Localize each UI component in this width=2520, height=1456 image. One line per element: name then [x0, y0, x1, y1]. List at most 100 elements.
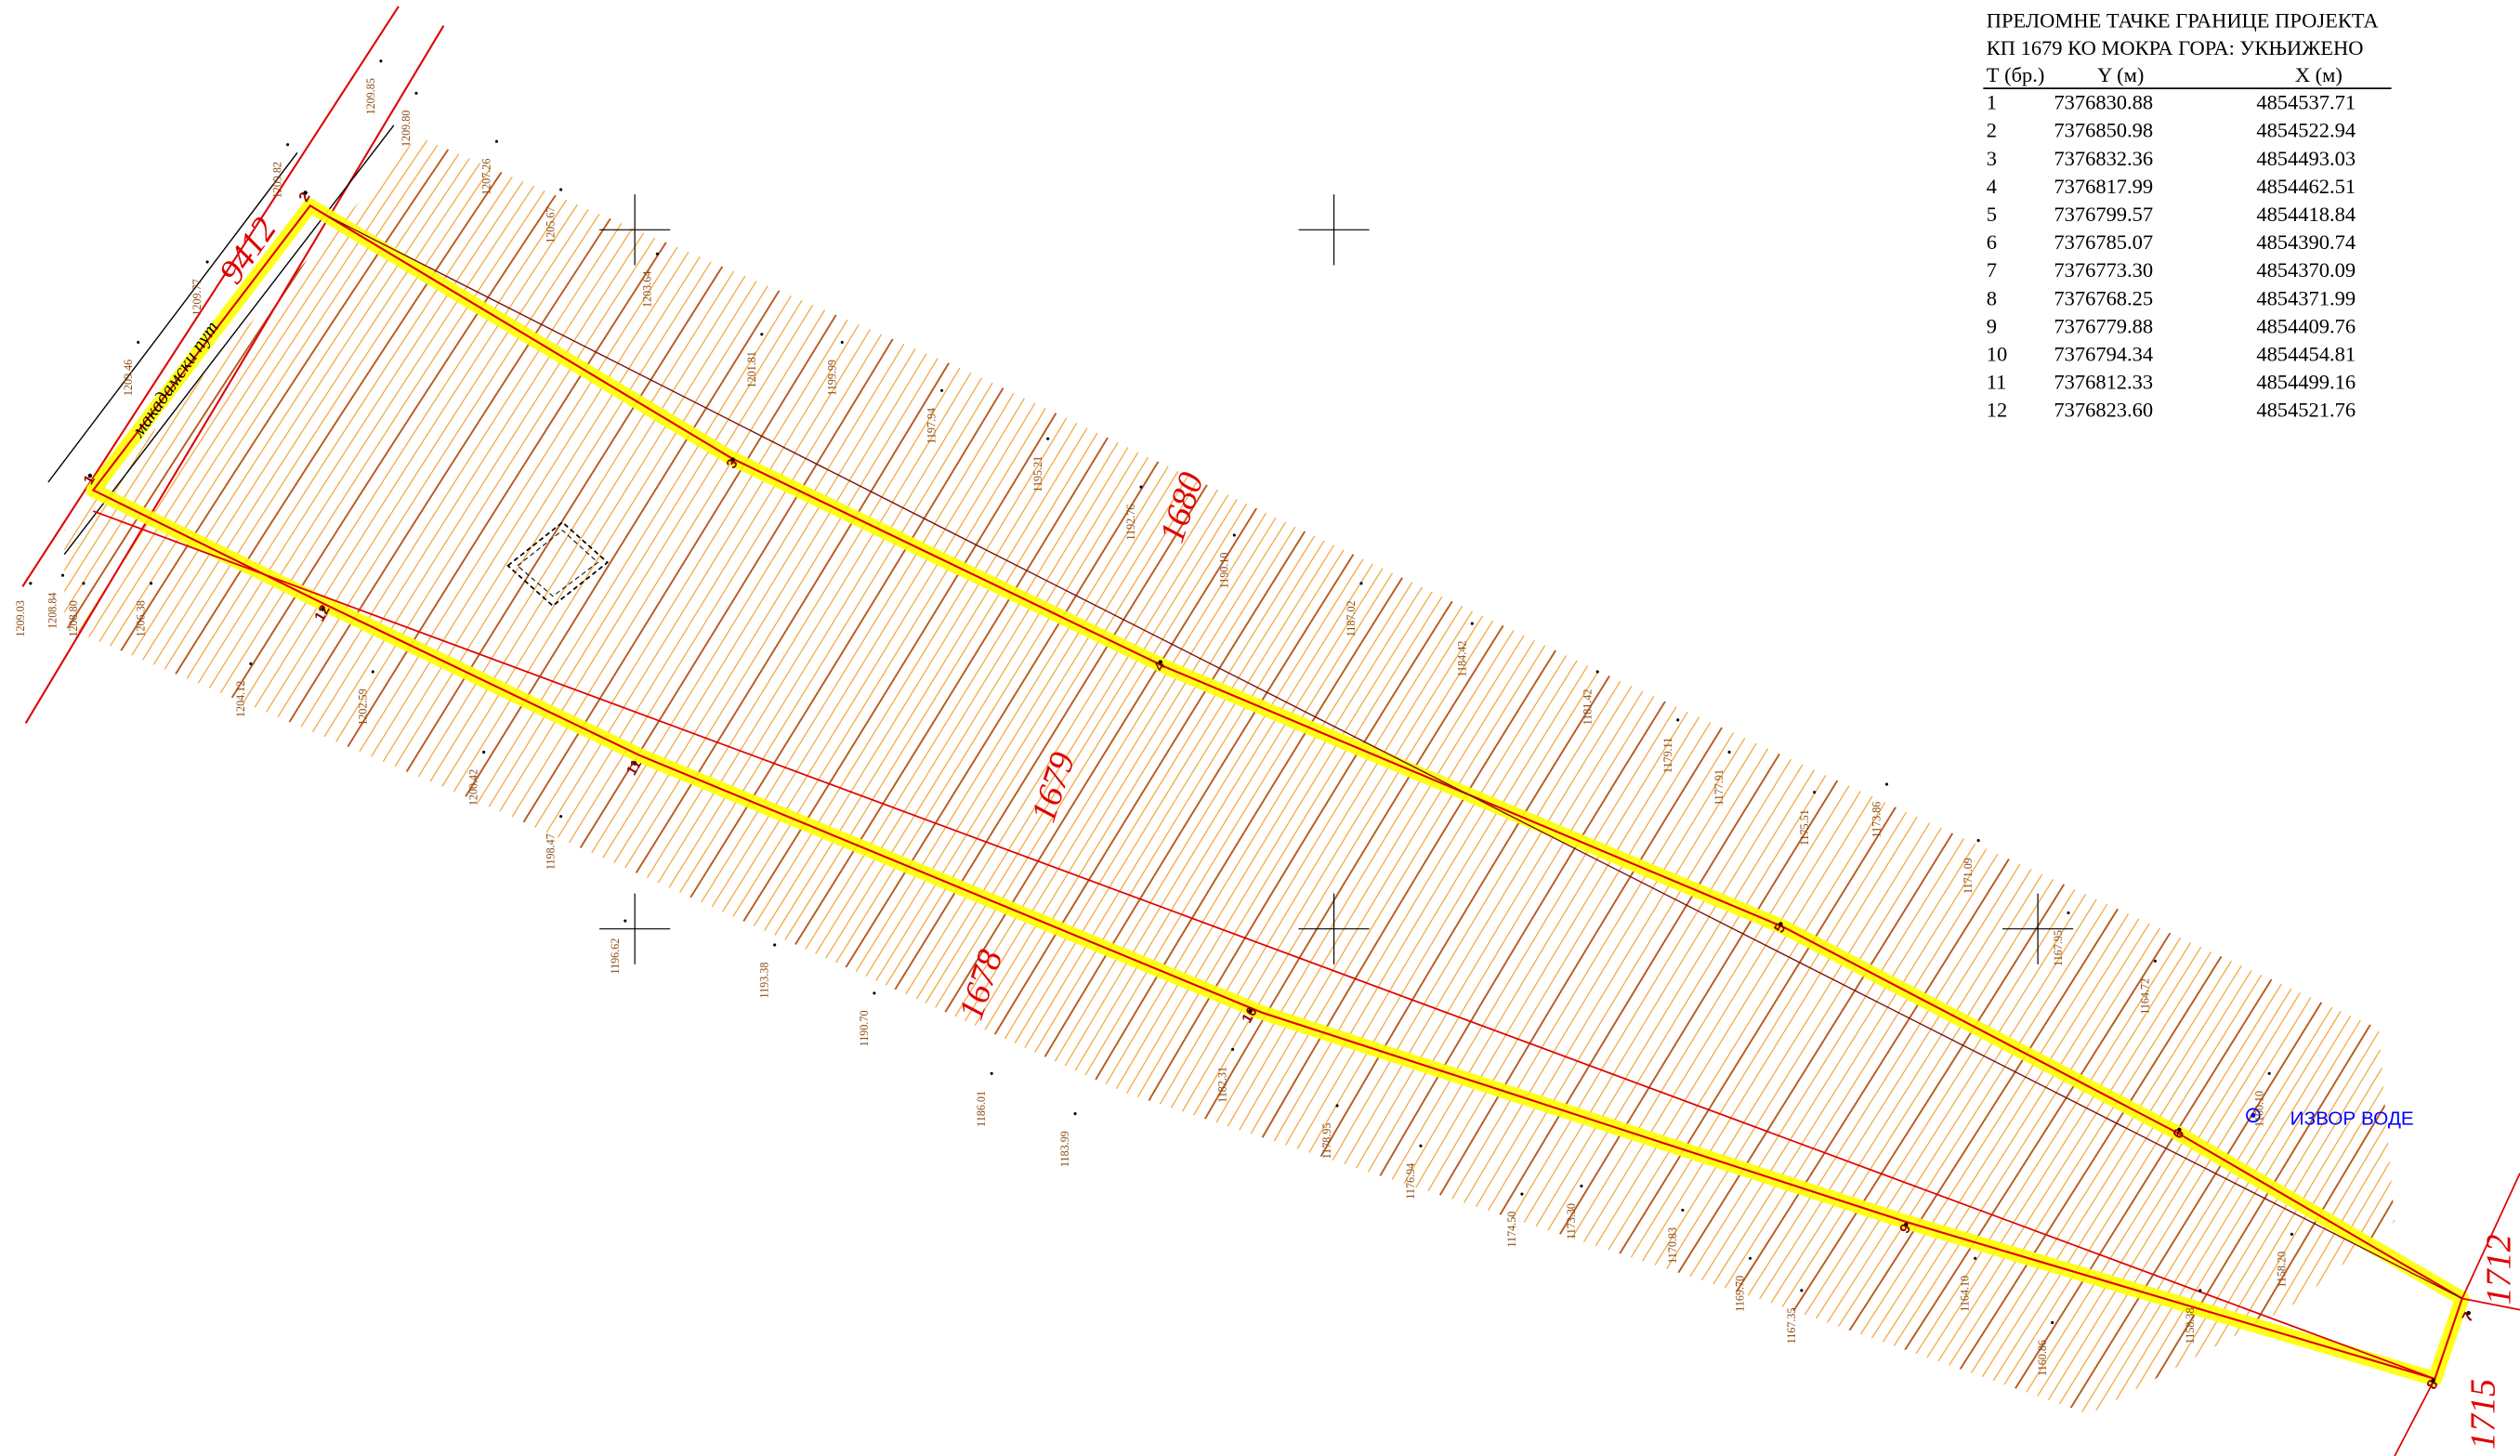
contour-line: [64, 137, 565, 1415]
contour-line: [319, 137, 1221, 1415]
contour-line: [1480, 137, 2382, 1415]
contour-line: [1248, 137, 2149, 1415]
elevation-point: [60, 573, 65, 577]
contour-line: [893, 137, 1794, 1415]
elevation-label: 1186.01: [975, 1091, 988, 1127]
contour-line: [2135, 137, 2395, 1415]
table-title: ПРЕЛОМНЕ ТАЧКЕ ГРАНИЦЕ ПРОЈЕКТА: [1987, 8, 2380, 32]
contour-line: [64, 137, 415, 1415]
parcel-number: 1678: [952, 945, 1010, 1024]
contour-line: [1821, 137, 2395, 1415]
elevation-label: 1209.77: [190, 279, 203, 315]
elevation-point: [371, 670, 374, 674]
elevation-label: 1169.70: [1734, 1276, 1747, 1312]
elevation-label: 1190.70: [858, 1011, 871, 1047]
contour-line: [1398, 137, 2300, 1415]
contour-line: [579, 137, 1480, 1415]
contour-line: [264, 137, 1166, 1415]
table-cell: 4854499.16: [2256, 371, 2356, 394]
contour-line: [64, 137, 374, 1415]
elevation-point: [1748, 1256, 1752, 1260]
point-number: 12: [312, 602, 335, 624]
elevation-point: [2198, 1289, 2202, 1292]
elevation-point: [494, 139, 499, 143]
elevation-label: 1195.21: [1031, 456, 1044, 492]
contour-line: [1794, 137, 2395, 1415]
spring-symbol: [2246, 1108, 2261, 1123]
contour-line: [2204, 137, 2395, 1415]
table-cell: 10: [1987, 342, 2007, 365]
contour-line: [620, 137, 1521, 1415]
contour-line: [606, 137, 1508, 1415]
contour-line: [64, 137, 210, 1415]
table-cell: 7: [1987, 258, 1997, 282]
elevation-label: 1205.67: [545, 206, 558, 243]
table-cell: 11: [1987, 371, 2007, 394]
elevation-label: 1200.42: [467, 769, 480, 806]
elevation-label: 1164.10: [1959, 1276, 1972, 1312]
elevation-label: 1209.85: [364, 78, 377, 114]
elevation-point: [559, 188, 563, 191]
point-marker: [1248, 1008, 1253, 1014]
table-cell: 4854462.51: [2256, 175, 2356, 198]
elevation-label: 1199.99: [825, 360, 838, 396]
elevation-label: 1209.82: [271, 162, 284, 198]
table-header: X (м): [2295, 63, 2343, 86]
table-cell: 4854454.81: [2256, 342, 2356, 365]
table-cell: 7376799.57: [2054, 203, 2153, 226]
elevation-label: 1187.02: [1345, 600, 1358, 636]
elevation-label: 1198.47: [545, 833, 558, 870]
contour-line: [64, 137, 524, 1415]
elevation-point: [137, 340, 140, 344]
table-header: Y (м): [2097, 63, 2144, 86]
contour-line: [0, 0, 32, 1456]
contour-line: [1958, 137, 2395, 1415]
contour-line: [64, 137, 469, 1415]
elevation-label: 1206.38: [135, 600, 148, 636]
contour-line: [64, 137, 483, 1415]
table-cell: 4854537.71: [2256, 91, 2356, 114]
table-cell: 4854521.76: [2256, 399, 2356, 422]
contour-line: [565, 137, 1466, 1415]
elevation-point: [1470, 622, 1474, 625]
elevation-label: 1181.42: [1581, 689, 1594, 726]
elevation-point: [623, 919, 627, 923]
contour-line: [1411, 137, 2314, 1415]
table-cell: 1: [1987, 91, 1997, 114]
table-cell: 4854493.03: [2256, 147, 2356, 170]
contour-line: [1986, 137, 2395, 1415]
contour-line: [64, 137, 729, 1415]
contour-line: [1234, 137, 2136, 1415]
contour-line: [2163, 137, 2395, 1415]
contour-line: [2190, 137, 2395, 1415]
contour-line: [64, 137, 455, 1415]
elevation-label: 1190.10: [1217, 553, 1230, 589]
contour-line: [387, 137, 1289, 1415]
elevation-label: 1173.86: [1870, 802, 1883, 838]
contour-line: [347, 137, 1248, 1415]
table-cell: 7376794.34: [2054, 342, 2153, 365]
road-edge: [24, 25, 445, 724]
contour-line: [64, 137, 182, 1415]
contour-line: [0, 0, 18, 1456]
point-marker: [2177, 1127, 2182, 1133]
elevation-point: [1419, 1144, 1423, 1148]
contour-line: [2081, 137, 2395, 1415]
elevation-label: 1207.26: [480, 159, 493, 195]
table-cell: 7376773.30: [2054, 258, 2153, 282]
elevation-point: [1232, 533, 1236, 537]
point-marker: [730, 457, 735, 462]
contour-line: [210, 137, 1111, 1415]
point-marker: [2431, 1378, 2435, 1383]
table-cell: 3: [1987, 147, 1997, 170]
contour-line: [64, 137, 907, 1415]
contour-line: [64, 137, 579, 1415]
neighbour-boundary: [2461, 1297, 2520, 1311]
contour-line: [64, 137, 73, 1415]
elevation-point: [1884, 782, 1889, 786]
elevation-point: [2067, 911, 2070, 914]
contour-line: [64, 137, 128, 1415]
elevation-label: 1183.99: [1058, 1131, 1071, 1167]
table-cell: 4854390.74: [2256, 230, 2356, 254]
contour-line: [64, 137, 279, 1415]
